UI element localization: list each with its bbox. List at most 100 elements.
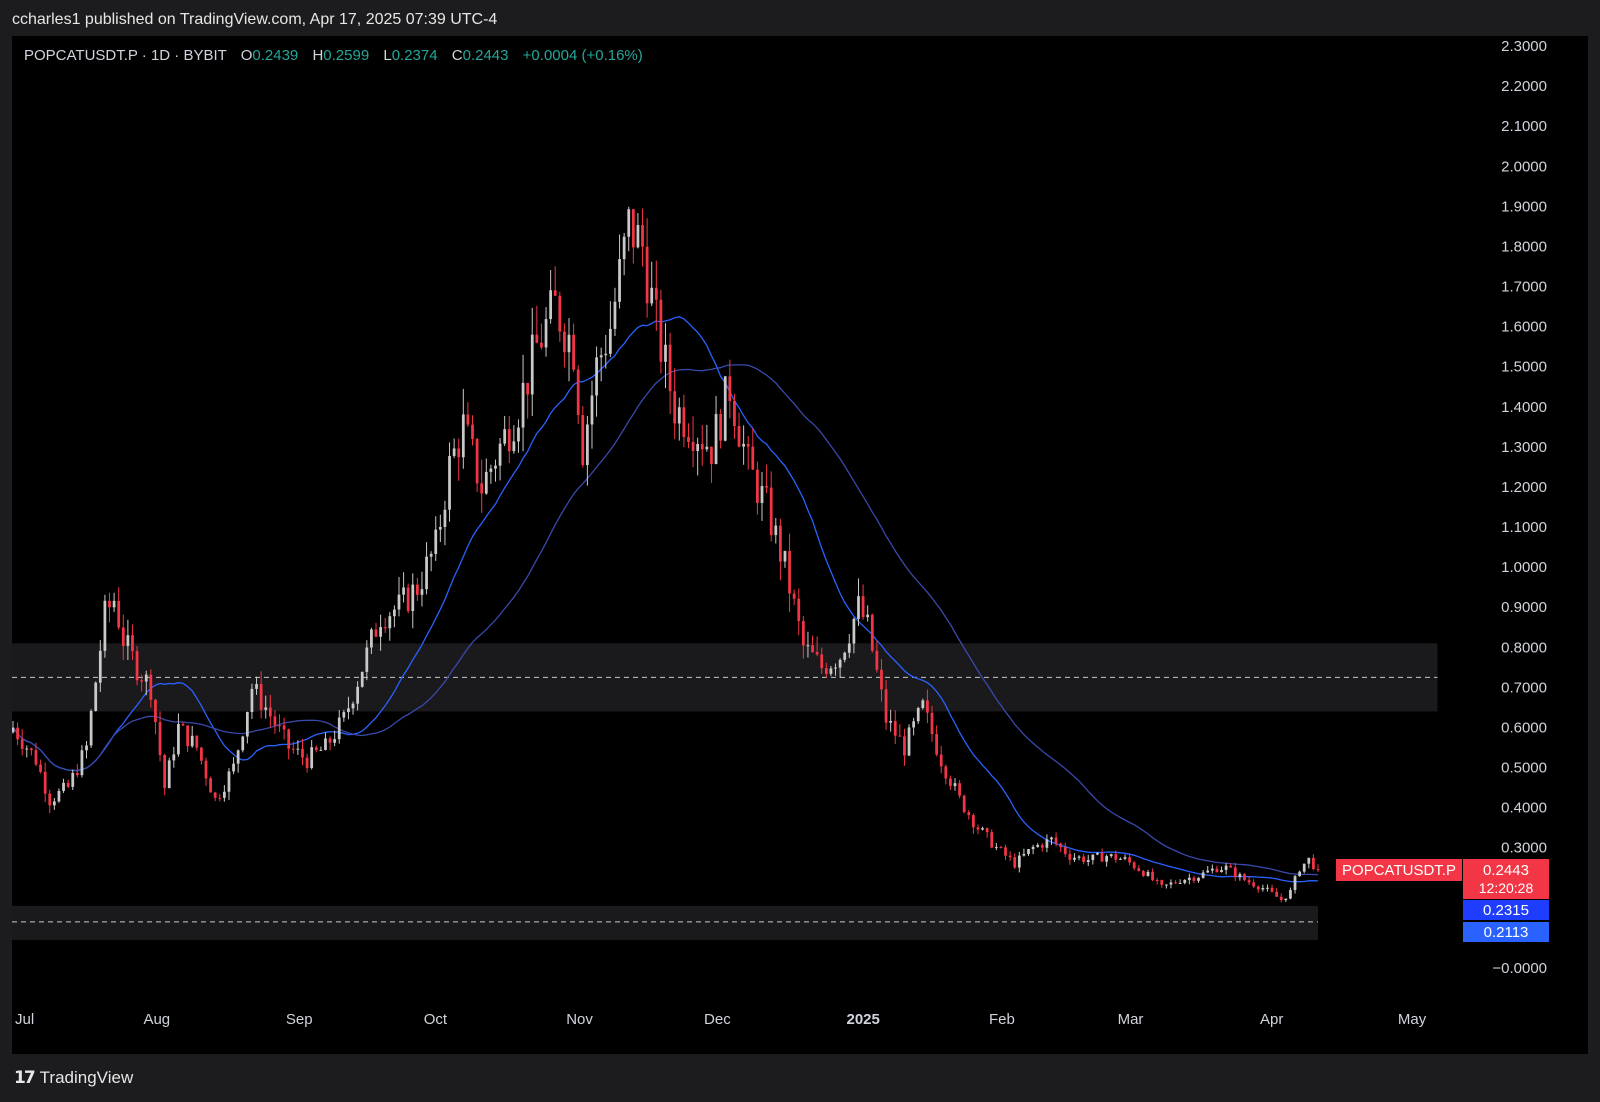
candle-body — [687, 437, 690, 442]
price-chart[interactable]: 2.3000 2.2000 2.1000 2.0000 1.9000 1.8000 1.70… — [11, 36, 1588, 1054]
candle-body — [1233, 867, 1237, 878]
candle-body — [342, 712, 346, 718]
candle-body — [714, 414, 718, 465]
candle-body — [324, 738, 327, 750]
y-tick-label: −0.0000 — [1492, 960, 1547, 977]
candle-body — [769, 487, 773, 536]
candle-body — [1289, 889, 1292, 899]
candle-body — [402, 587, 405, 595]
candle-body — [903, 736, 906, 756]
x-tick-label: 2025 — [846, 1011, 879, 1028]
y-tick-label: 0.4000 — [1501, 800, 1547, 817]
candle-body — [700, 443, 704, 450]
candle-body — [314, 747, 318, 751]
candle-body — [218, 797, 222, 799]
candle-body — [1183, 880, 1187, 883]
candle-body — [1201, 872, 1205, 878]
ma-tag-2: 0.2113 — [1484, 924, 1529, 941]
candle-body — [719, 414, 723, 441]
candle-body — [1031, 846, 1035, 850]
candle-body — [710, 446, 713, 465]
y-tick-label: 1.2000 — [1501, 479, 1547, 496]
candle-body — [484, 471, 488, 494]
zone-1 — [12, 905, 1318, 940]
candle-body — [682, 407, 686, 438]
candle-body — [907, 727, 911, 756]
candle-body — [406, 587, 410, 612]
tradingview-brand[interactable]: 17 TradingView — [14, 1068, 133, 1088]
candle-body — [1022, 853, 1026, 856]
candle-body — [420, 589, 424, 595]
candle-body — [586, 424, 589, 466]
candle-body — [1054, 837, 1058, 844]
candle-body — [16, 727, 19, 740]
candle-body — [792, 593, 796, 599]
candle-body — [250, 688, 254, 713]
price-tag-value: 0.2443 — [1483, 862, 1529, 879]
chart-frame[interactable]: 2.3000 2.2000 2.1000 2.0000 1.9000 1.8000 1.70… — [11, 36, 1588, 1054]
legend-low-label: L — [383, 47, 391, 64]
candle-body — [1073, 857, 1076, 860]
candle-body — [930, 712, 934, 735]
candle-body — [1123, 857, 1127, 859]
candle-body — [967, 812, 971, 816]
candle-body — [52, 801, 56, 806]
time-axis: Jul Aug Sep Oct Nov Dec 2025 Feb Mar Apr May — [15, 1011, 1427, 1028]
x-tick-label: Sep — [286, 1011, 313, 1028]
candle-body — [852, 618, 856, 644]
y-tick-label: 2.3000 — [1501, 38, 1547, 55]
candle-body — [30, 748, 33, 751]
candle-body — [195, 735, 199, 748]
candle-body — [627, 209, 631, 237]
candle-body — [1312, 857, 1315, 870]
candle-body — [154, 699, 157, 723]
moving-averages-layer — [12, 316, 1319, 883]
candle-body — [1082, 856, 1086, 862]
candle-body — [618, 259, 621, 302]
candle-body — [572, 334, 575, 370]
candle-body — [333, 739, 337, 743]
candle-body — [1270, 887, 1274, 892]
candle-body — [976, 827, 980, 830]
ma-tag-2-bg — [1463, 922, 1549, 942]
candle-body — [935, 734, 938, 755]
candle-body — [287, 729, 291, 749]
candle-body — [677, 407, 681, 424]
candle-body — [926, 700, 929, 713]
candle-body — [590, 395, 594, 425]
y-tick-label: 1.1000 — [1501, 519, 1547, 536]
candle-body — [365, 647, 369, 672]
candle-body — [756, 469, 759, 503]
candle-body — [480, 483, 484, 494]
candle-body — [397, 594, 401, 610]
candle-body — [728, 376, 732, 402]
x-tick-label: Oct — [424, 1011, 448, 1028]
candle-body — [1229, 865, 1233, 868]
candle-body — [200, 747, 203, 761]
candle-body — [847, 643, 851, 653]
candle-body — [48, 793, 52, 806]
candles-layer — [11, 206, 1320, 903]
candle-body — [691, 441, 695, 451]
candle-body — [507, 429, 511, 452]
candle-body — [94, 682, 98, 711]
candle-body — [581, 415, 585, 466]
candle-body — [489, 468, 493, 472]
candle-body — [1206, 870, 1210, 873]
candle-body — [806, 645, 810, 647]
candle-body — [737, 426, 741, 447]
candle-body — [723, 376, 727, 441]
candle-body — [393, 609, 396, 617]
candle-body — [526, 382, 530, 395]
candle-body — [126, 635, 130, 647]
candle-body — [415, 584, 419, 595]
candle-body — [1316, 869, 1320, 871]
candle-body — [213, 792, 217, 798]
candle-body — [80, 750, 84, 776]
y-tick-label: 1.8000 — [1501, 238, 1547, 255]
ma-tag-1: 0.2315 — [1483, 902, 1529, 919]
candle-body — [181, 724, 185, 726]
candle-body — [140, 680, 144, 682]
y-tick-label: 1.5000 — [1501, 359, 1547, 376]
candle-body — [1068, 853, 1072, 860]
